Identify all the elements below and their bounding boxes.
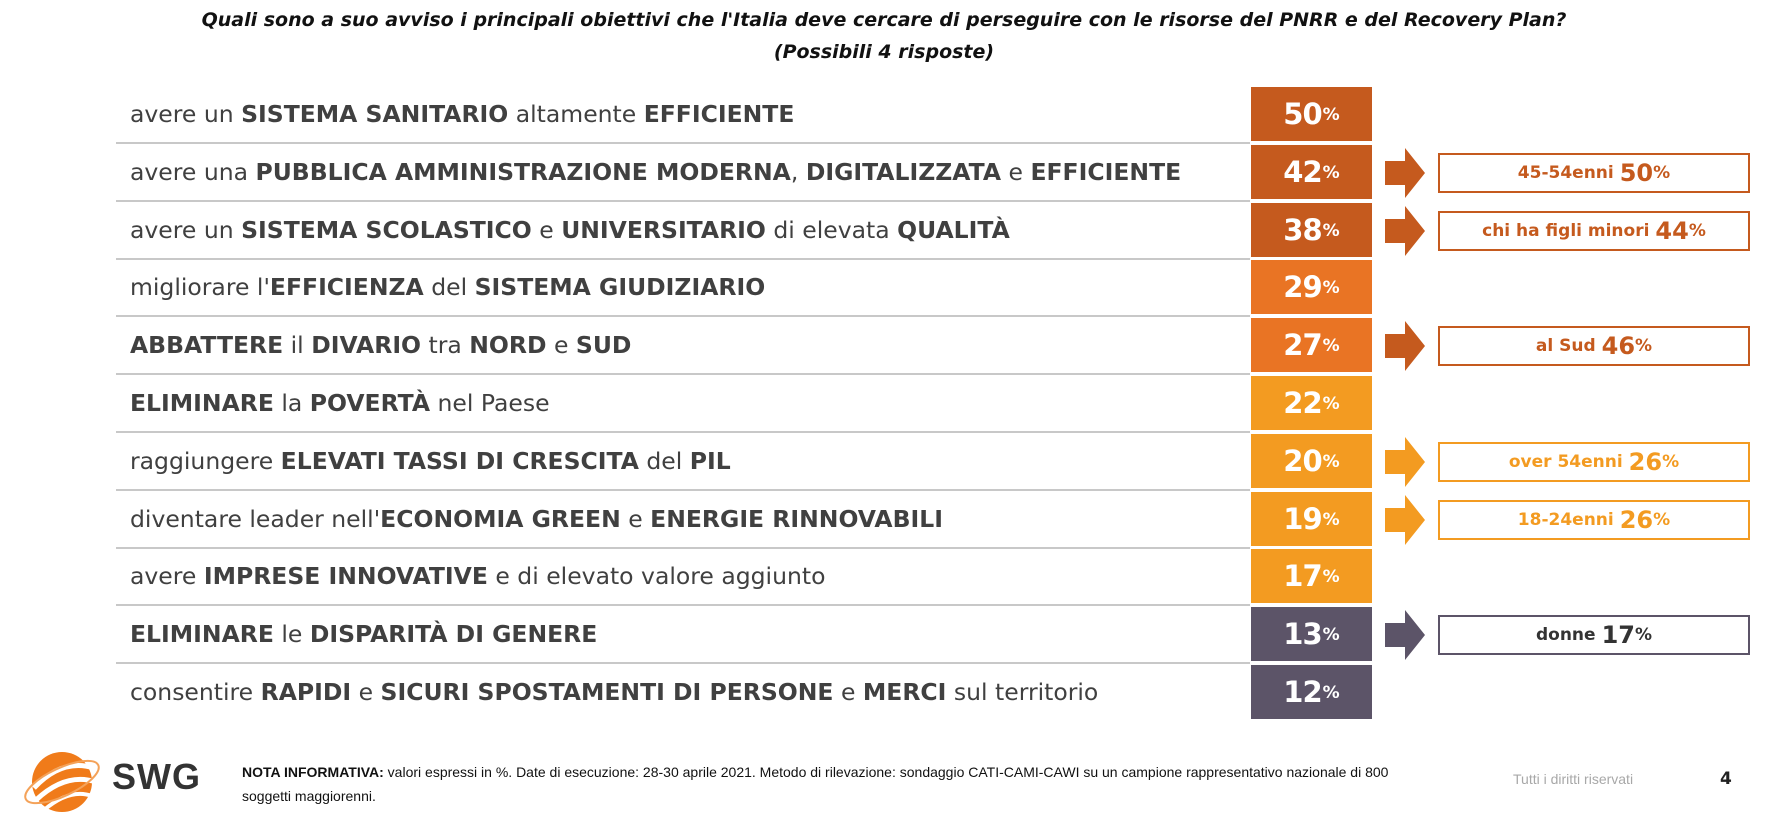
row-divider xyxy=(116,142,1250,144)
value-box: 50% xyxy=(1251,87,1372,141)
swg-logo-text: SWG xyxy=(112,756,201,797)
value-box: 13% xyxy=(1251,607,1372,662)
highlight-note: chi ha figli minori 44% xyxy=(1438,210,1750,251)
rights-text: Tutti i diritti riservati xyxy=(1513,771,1634,787)
arrow-right-icon xyxy=(1385,205,1425,256)
row-divider xyxy=(116,431,1250,433)
arrow-right-icon xyxy=(1385,321,1425,372)
value-unit: % xyxy=(1322,451,1340,472)
value-label: 22 xyxy=(1283,386,1322,420)
row-divider xyxy=(116,546,1250,549)
row-label: consentire RAPIDI e SICURI SPOSTAMENTI D… xyxy=(130,678,1099,706)
value-label: 29 xyxy=(1283,270,1322,305)
value-box: 22% xyxy=(1251,376,1372,430)
value-label: 42 xyxy=(1283,154,1322,189)
value-box: 29% xyxy=(1251,260,1372,315)
value-label: 20 xyxy=(1283,443,1322,478)
arrow-right-icon xyxy=(1385,147,1425,198)
value-unit: % xyxy=(1322,625,1340,646)
row-divider xyxy=(116,257,1250,260)
arrow-right-icon xyxy=(1385,610,1425,661)
chart-subtitle: (Possibili 4 risposte) xyxy=(773,41,995,63)
highlight-note: over 54enni 26% xyxy=(1438,441,1750,482)
row-label: ELIMINARE le DISPARITÀ DI GENERE xyxy=(130,620,598,649)
value-label: 27 xyxy=(1283,328,1322,363)
value-label: 17 xyxy=(1283,559,1322,594)
value-unit: % xyxy=(1322,394,1340,414)
swg-logo-icon xyxy=(24,752,100,812)
highlight-note: donne 17% xyxy=(1438,615,1750,656)
highlight-note: 45-54enni 50% xyxy=(1438,152,1750,193)
row-divider xyxy=(116,662,1250,665)
value-unit: % xyxy=(1322,567,1340,588)
value-label: 50 xyxy=(1283,97,1322,131)
row-label: avere IMPRESE INNOVATIVE e di elevato va… xyxy=(130,562,826,591)
value-unit: % xyxy=(1322,278,1340,299)
arrow-right-icon xyxy=(1385,436,1425,487)
footer-note: NOTA INFORMATIVA: valori espressi in %. … xyxy=(242,760,1402,808)
value-box: 27% xyxy=(1251,318,1372,373)
row-label: avere una PUBBLICA AMMINISTRAZIONE MODER… xyxy=(130,157,1182,186)
value-box: 42% xyxy=(1251,144,1372,199)
footer-note-text: valori espressi in %. Date di esecuzione… xyxy=(242,764,1389,804)
row-label: diventare leader nell'ECONOMIA GREEN e E… xyxy=(130,504,943,533)
value-box: 19% xyxy=(1251,491,1372,546)
value-label: 13 xyxy=(1283,617,1322,652)
value-unit: % xyxy=(1322,509,1340,530)
value-label: 12 xyxy=(1283,675,1322,709)
page-number: 4 xyxy=(1720,769,1732,789)
value-unit: % xyxy=(1322,336,1340,357)
value-box: 20% xyxy=(1251,433,1372,488)
row-divider xyxy=(116,373,1250,376)
value-unit: % xyxy=(1322,683,1340,703)
chart-title: Quali sono a suo avviso i principali obi… xyxy=(201,9,1567,31)
footer-note-label: NOTA INFORMATIVA: xyxy=(242,764,384,780)
row-label: avere un SISTEMA SCOLASTICO e UNIVERSITA… xyxy=(130,215,1010,244)
value-box: 38% xyxy=(1251,202,1372,257)
value-label: 38 xyxy=(1283,212,1322,247)
value-box: 17% xyxy=(1251,549,1372,604)
highlight-note: 18-24enni 26% xyxy=(1438,499,1750,540)
value-unit: % xyxy=(1322,220,1340,241)
row-divider xyxy=(116,199,1250,202)
row-divider xyxy=(116,315,1250,318)
row-label: raggiungere ELEVATI TASSI DI CRESCITA de… xyxy=(130,446,731,475)
row-label: ABBATTERE il DIVARIO tra NORD e SUD xyxy=(130,331,632,360)
value-box: 12% xyxy=(1251,665,1372,719)
value-label: 19 xyxy=(1283,501,1322,536)
row-divider xyxy=(116,488,1250,491)
value-unit: % xyxy=(1322,162,1340,183)
value-unit: % xyxy=(1322,105,1340,125)
row-divider xyxy=(116,604,1250,607)
highlight-note: al Sud 46% xyxy=(1438,326,1750,367)
row-label: avere un SISTEMA SANITARIO altamente EFF… xyxy=(130,100,795,128)
row-label: migliorare l'EFFICIENZA del SISTEMA GIUD… xyxy=(130,273,766,302)
arrow-right-icon xyxy=(1385,494,1425,545)
row-label: ELIMINARE la POVERTÀ nel Paese xyxy=(130,389,550,417)
